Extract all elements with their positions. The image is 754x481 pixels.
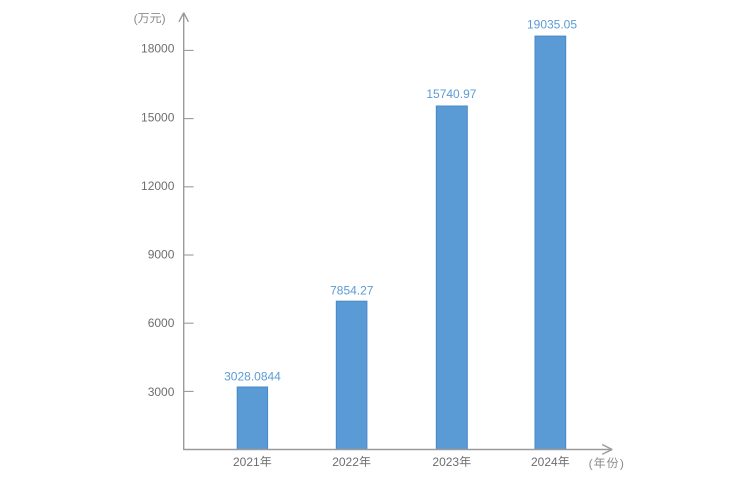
svg-text:2021: 2021 — [233, 455, 260, 469]
svg-text:12000: 12000 — [141, 179, 175, 193]
svg-text:15740.97: 15740.97 — [426, 87, 476, 101]
svg-text:18000: 18000 — [141, 42, 175, 56]
svg-text:7854.27: 7854.27 — [330, 284, 374, 298]
svg-text:2022: 2022 — [332, 455, 359, 469]
svg-text:6000: 6000 — [148, 316, 175, 330]
svg-text:2023: 2023 — [432, 455, 459, 469]
svg-text:(: ( — [134, 11, 138, 25]
svg-text:3028.0844: 3028.0844 — [224, 370, 281, 384]
svg-text:19035.05: 19035.05 — [527, 18, 577, 32]
svg-text:(: ( — [589, 456, 593, 470]
svg-text:15000: 15000 — [141, 110, 175, 124]
svg-text:3000: 3000 — [148, 385, 175, 399]
svg-text:): ) — [162, 11, 166, 25]
svg-text:): ) — [620, 456, 624, 470]
svg-text:2024: 2024 — [531, 455, 558, 469]
svg-text:9000: 9000 — [148, 248, 175, 262]
